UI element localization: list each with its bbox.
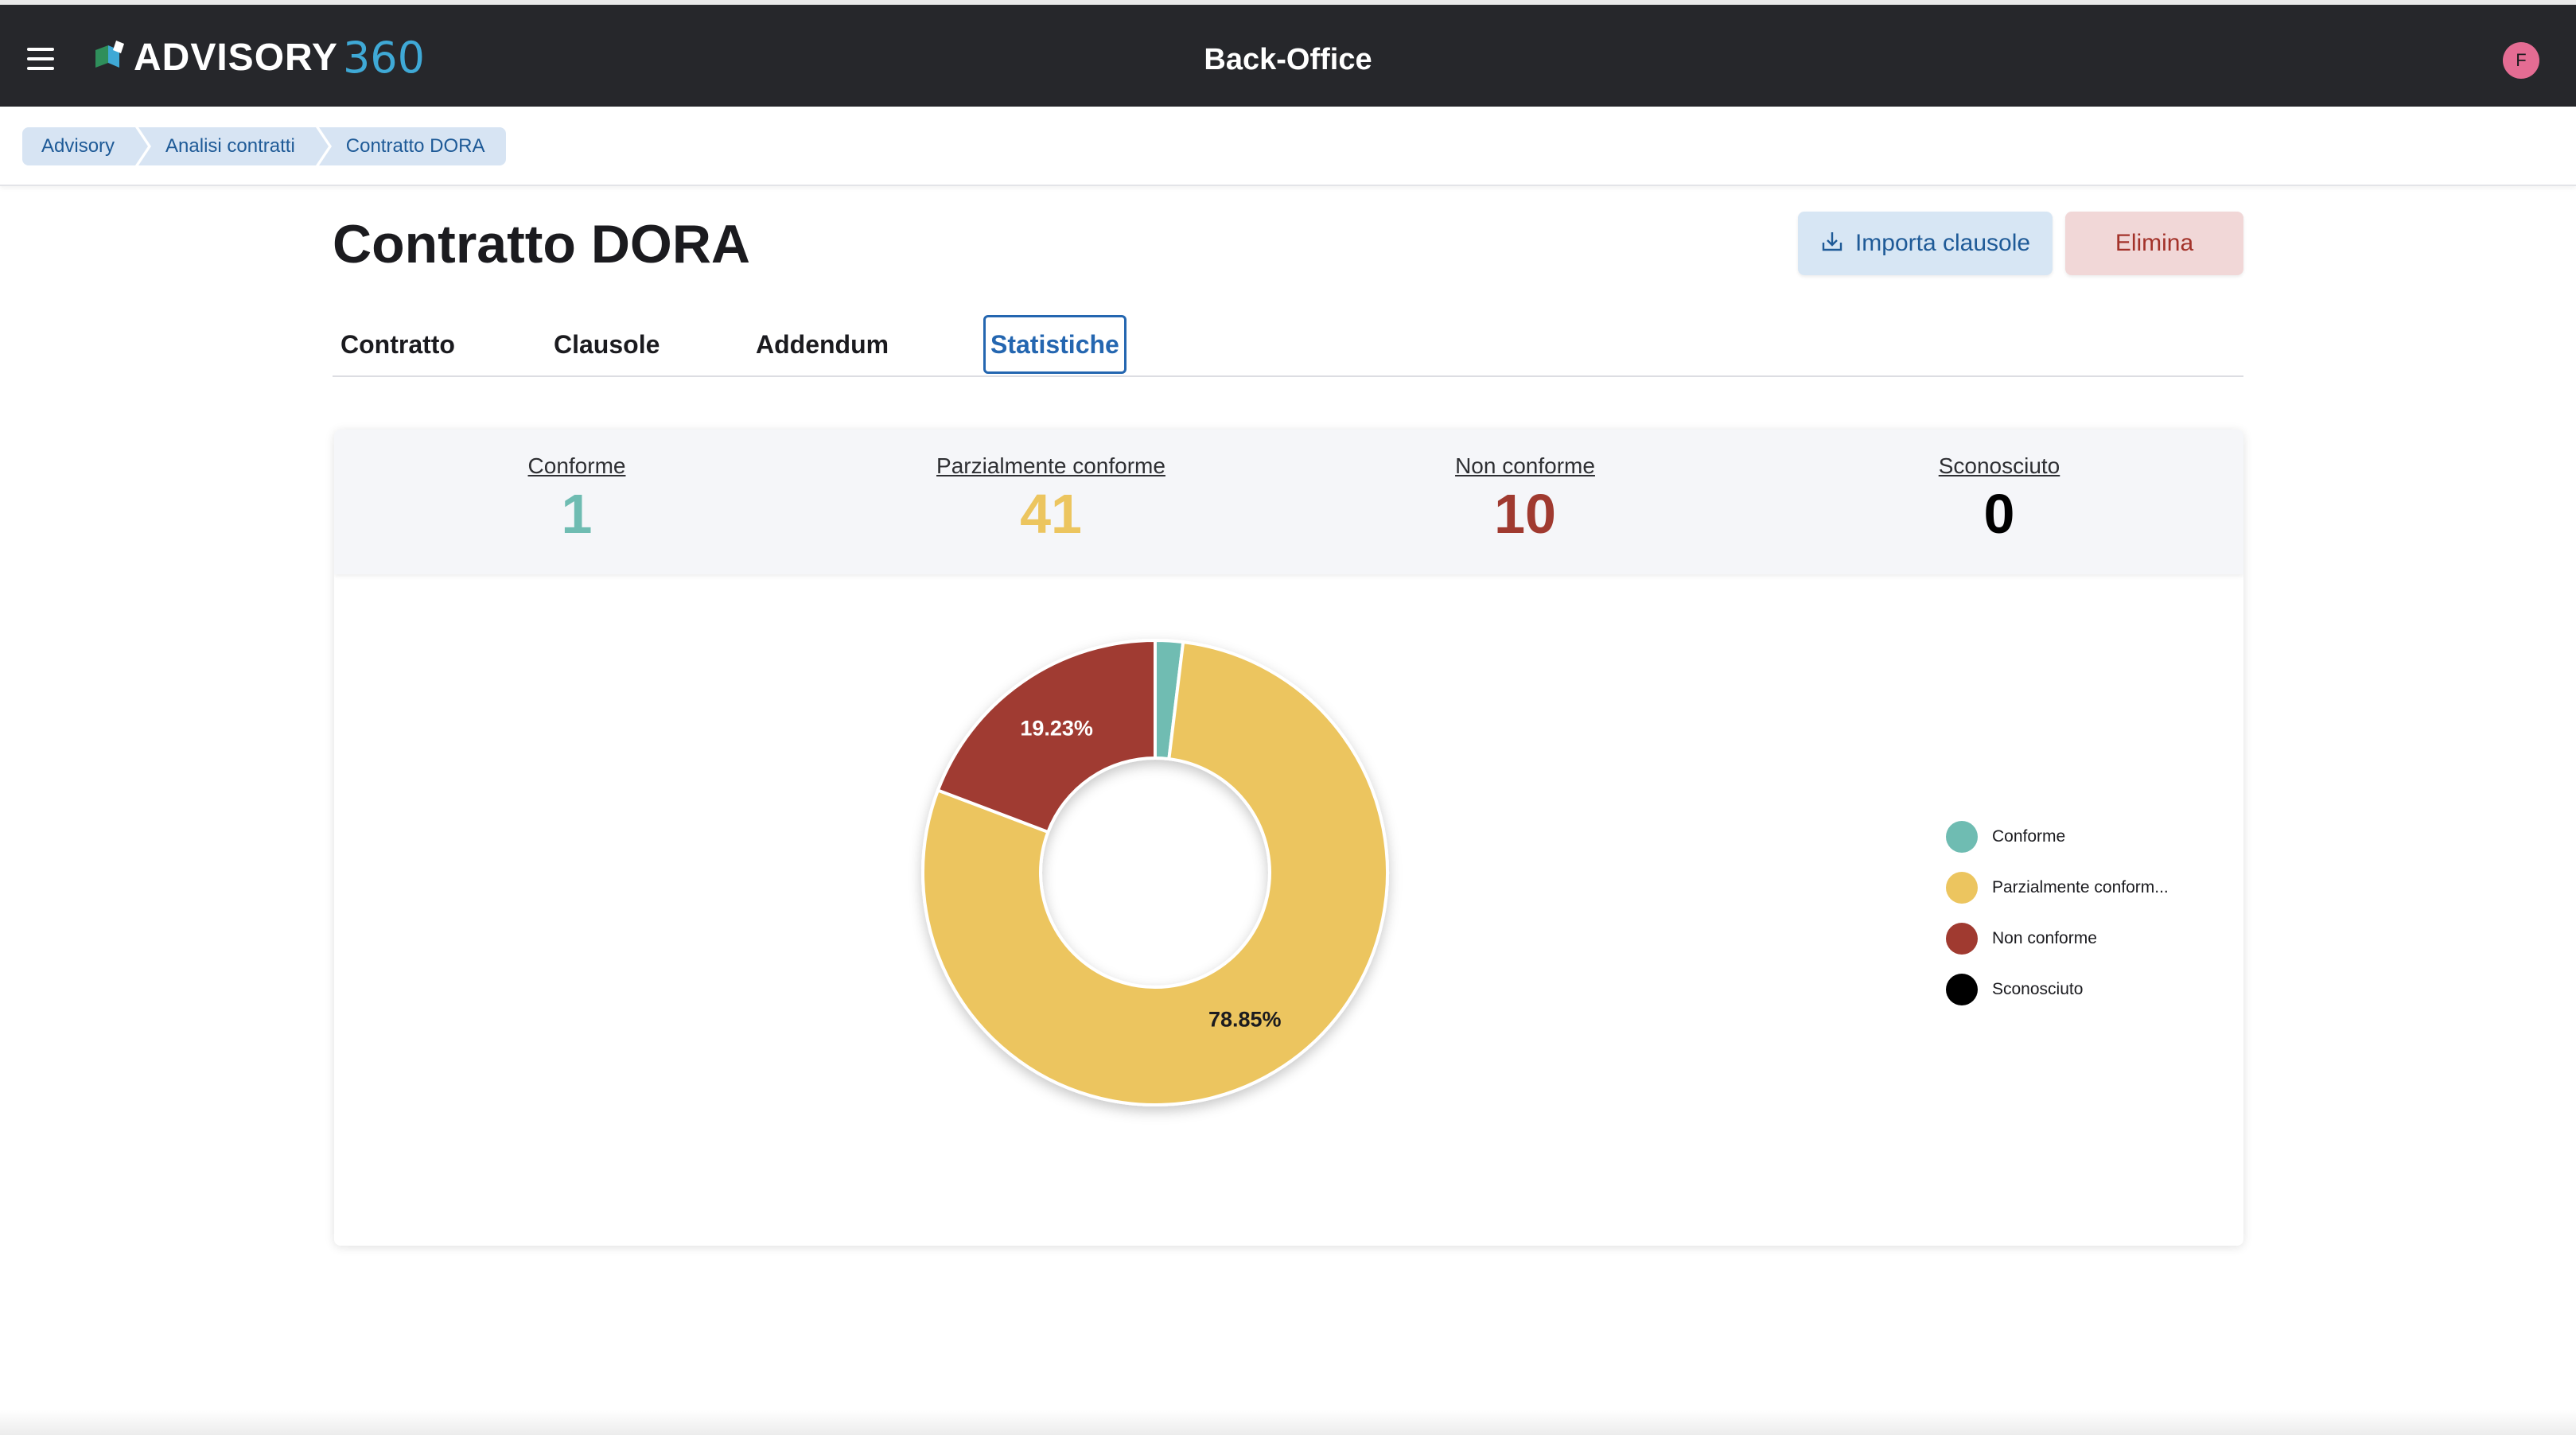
stat-conforme: Conforme 1 (418, 453, 736, 542)
legend-item-sconosciuto[interactable]: Sconosciuto (1946, 964, 2169, 1015)
legend-dot-parzialmente-conforme (1946, 872, 1978, 904)
stat-parzialmente-conforme: Parzialmente conforme 41 (892, 453, 1210, 542)
advisory360-logo[interactable]: ADVISORY 360 (92, 32, 425, 83)
stat-parzialmente-conforme-label[interactable]: Parzialmente conforme (936, 453, 1165, 478)
legend-label-sconosciuto: Sconosciuto (1992, 980, 2084, 998)
stat-conforme-label[interactable]: Conforme (527, 453, 626, 478)
tab-statistiche[interactable]: Statistiche (983, 315, 1127, 374)
donut-data-label-parzialmente-conforme: 78.85% (1208, 1008, 1282, 1032)
app-title: Back-Office (1204, 43, 1372, 76)
legend-item-parzialmente-conforme[interactable]: Parzialmente conform... (1946, 862, 2169, 913)
tab-clausole[interactable]: Clausole (554, 330, 660, 359)
stat-sconosciuto-label[interactable]: Sconosciuto (1938, 453, 2060, 478)
logo-text: ADVISORY (134, 36, 338, 79)
hamburger-menu-icon[interactable] (27, 48, 54, 70)
breadcrumb-bar: Advisory Analisi contratti Contratto DOR… (0, 107, 2576, 186)
import-clauses-button[interactable]: Importa clausole (1798, 212, 2053, 275)
legend-label-non-conforme: Non conforme (1992, 929, 2097, 947)
stat-non-conforme-value: 10 (1494, 483, 1556, 545)
donut-data-label-non-conforme: 19.23% (1020, 717, 1093, 741)
user-avatar[interactable]: F (2503, 42, 2539, 79)
statistics-card: Conforme 1 Parzialmente conforme 41 Non … (334, 430, 2243, 1246)
legend-dot-non-conforme (1946, 923, 1978, 955)
delete-button[interactable]: Elimina (2065, 212, 2243, 275)
tab-bar: Contratto Clausole Addendum Statistiche (333, 312, 2243, 377)
import-clauses-label: Importa clausole (1854, 230, 2031, 256)
breadcrumb-item-analisi-contratti[interactable]: Analisi contratti (138, 127, 329, 165)
logo-cube-icon (95, 41, 124, 68)
chart-legend: Conforme Parzialmente conform... Non con… (1946, 811, 2169, 1015)
logo-number: 360 (342, 32, 426, 83)
stat-conforme-value: 1 (561, 483, 593, 545)
breadcrumb-item-advisory[interactable]: Advisory (22, 127, 149, 165)
donut-chart: 78.85% 19.23% (921, 638, 1389, 1106)
legend-label-parzialmente-conforme: Parzialmente conform... (1992, 878, 2169, 896)
legend-item-conforme[interactable]: Conforme (1946, 811, 2169, 862)
top-app-bar: ADVISORY 360 Back-Office F (0, 0, 2576, 107)
stat-sconosciuto: Sconosciuto 0 (1840, 453, 2158, 542)
breadcrumb-item-contratto-dora[interactable]: Contratto DORA (318, 127, 506, 165)
donut-slice-parzialmente-conforme[interactable] (921, 640, 1389, 1106)
tab-contratto[interactable]: Contratto (340, 330, 455, 359)
page-title: Contratto DORA (333, 214, 751, 274)
donut-slice-non-conforme[interactable] (936, 638, 1157, 834)
stat-parzialmente-conforme-value: 41 (1020, 483, 1082, 545)
legend-label-conforme: Conforme (1992, 827, 2066, 846)
tab-addendum[interactable]: Addendum (756, 330, 889, 359)
stat-non-conforme-label[interactable]: Non conforme (1455, 453, 1595, 478)
import-icon (1822, 232, 1843, 251)
legend-dot-conforme (1946, 821, 1978, 853)
stats-summary: Conforme 1 Parzialmente conforme 41 Non … (334, 430, 2243, 574)
legend-dot-sconosciuto (1946, 974, 1978, 1005)
stat-sconosciuto-value: 0 (1983, 483, 2015, 545)
breadcrumb: Advisory Analisi contratti Contratto DOR… (22, 127, 509, 165)
bottom-edge (0, 1410, 2576, 1435)
legend-item-non-conforme[interactable]: Non conforme (1946, 913, 2169, 964)
stat-non-conforme: Non conforme 10 (1366, 453, 1684, 542)
